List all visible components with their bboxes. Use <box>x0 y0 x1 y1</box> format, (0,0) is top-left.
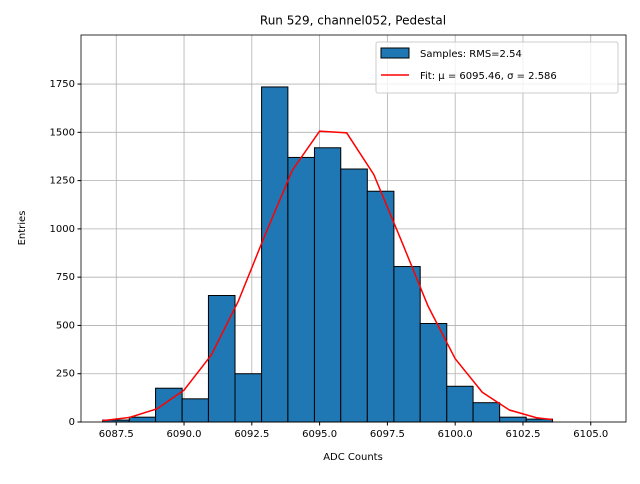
bar <box>366 190 395 423</box>
y-tick-label: 250 <box>56 369 75 380</box>
x-tick-label: 6097.5 <box>370 429 405 440</box>
bar <box>499 416 527 423</box>
bar <box>261 86 289 423</box>
legend-box <box>375 41 619 94</box>
bar <box>287 156 315 423</box>
bar <box>446 385 474 423</box>
y-tick-label: 500 <box>56 320 75 331</box>
y-tick-label: 1250 <box>50 176 75 187</box>
bar <box>472 402 501 423</box>
x-tick-label: 6092.5 <box>234 429 269 440</box>
y-tick-label: 0 <box>69 417 75 428</box>
y-tick-label: 1000 <box>50 224 75 235</box>
fit-line <box>102 130 553 422</box>
marks <box>102 86 554 423</box>
bar <box>340 168 368 423</box>
x-tick-label: 6095.0 <box>302 429 337 440</box>
legend-label: Samples: RMS=2.54 <box>420 49 522 60</box>
chart-title: Run 529, channel052, Pedestal <box>260 14 446 28</box>
y-tick-label: 750 <box>56 272 75 283</box>
bar <box>234 373 263 423</box>
bar <box>181 398 209 423</box>
x-tick-label: 6100.0 <box>438 429 473 440</box>
bar <box>155 387 183 423</box>
bar <box>128 416 157 423</box>
legend-swatch <box>380 47 410 59</box>
x-tick-label: 6102.5 <box>505 429 540 440</box>
plot-frame <box>80 34 627 423</box>
x-tick-label: 6105.0 <box>573 429 608 440</box>
x-axis-label: ADC Counts <box>323 452 383 463</box>
legend-label: Fit: μ = 6095.46, σ = 2.586 <box>420 71 557 82</box>
x-tick-label: 6090.0 <box>167 429 202 440</box>
bar <box>393 266 421 423</box>
y-axis-label: Entries <box>17 211 28 246</box>
y-tick-label: 1750 <box>50 79 75 90</box>
y-tick-label: 1500 <box>50 127 75 138</box>
bar <box>419 323 448 423</box>
x-tick-label: 6087.5 <box>99 429 134 440</box>
bar <box>313 147 342 423</box>
